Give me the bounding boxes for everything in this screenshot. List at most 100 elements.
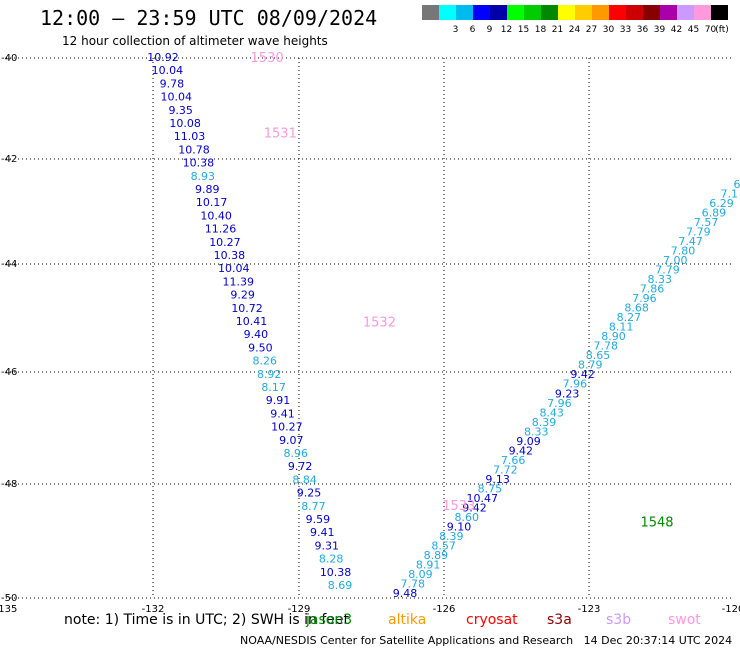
legend-tick-label: 18: [534, 25, 547, 35]
wave-height-value: 10.27: [209, 236, 241, 249]
wave-height-value: 8.39: [532, 416, 557, 429]
wave-height-value: 9.07: [279, 434, 304, 447]
wave-height-value: 10.47: [466, 492, 498, 505]
legend-swatch: [456, 5, 473, 20]
legend-swatch: [541, 5, 558, 20]
wave-height-value: 8.17: [261, 381, 286, 394]
wave-height-value: 8.75: [478, 482, 503, 495]
legend-tick-label: 30: [602, 25, 615, 35]
wave-height-value: 8.57: [431, 539, 456, 552]
legend-tick-label: 36: [636, 25, 649, 35]
legend-swatch: [473, 5, 490, 20]
pass-number-label: 1531: [264, 127, 297, 142]
wave-height-value: 10.78: [178, 143, 210, 156]
legend-swatch: [592, 5, 609, 20]
legend-swatch: [507, 5, 524, 20]
legend-swatch: [558, 5, 575, 20]
latitude-tick-label: -44: [1, 259, 17, 270]
wave-height-value: 9.42: [462, 501, 487, 514]
legend-swatch: [711, 5, 728, 20]
wave-height-value: 7.86: [640, 283, 665, 296]
wave-height-value: 10.38: [320, 566, 352, 579]
wave-height-value: 8.27: [617, 311, 642, 324]
legend-tick-label: 3: [452, 25, 459, 35]
wave-height-value: 7.1: [721, 188, 739, 201]
wave-height-value: 7.78: [400, 577, 425, 590]
legend-swatch: [609, 5, 626, 20]
wave-height-value: 9.41: [310, 526, 335, 539]
mission-label-jason3: jason3: [306, 612, 353, 628]
wave-height-value: 9.41: [270, 407, 295, 420]
wave-height-value: 8.33: [524, 425, 549, 438]
wave-height-value: 7.96: [632, 292, 657, 305]
wave-height-value: 8.93: [191, 170, 216, 183]
wave-height-value: 7.78: [593, 340, 618, 353]
satellite-tracks: 10.9210.049.7810.049.3510.0811.0310.7810…: [147, 51, 740, 600]
wave-height-value: 8.60: [455, 511, 480, 524]
wave-height-value: 10.04: [218, 262, 250, 275]
wave-height-value: 9.40: [244, 328, 269, 341]
wave-height-value: 9.72: [288, 460, 313, 473]
page-title: 12:00 — 23:59 UTC 08/09/2024: [40, 6, 378, 30]
wave-height-value: 7.79: [655, 264, 680, 277]
legend-tick-label: 42: [670, 25, 683, 35]
wave-height-value: 11.39: [222, 275, 254, 288]
legend-swatch: [694, 5, 711, 20]
legend-swatch: [490, 5, 507, 20]
wave-height-value: 8.84: [292, 473, 317, 486]
wave-height-value: 10.41: [236, 315, 268, 328]
longitude-tick-label: -126: [433, 604, 456, 615]
wave-height-value: 7.47: [678, 235, 703, 248]
wave-height-value: 9.89: [195, 183, 220, 196]
legend-swatch: [439, 5, 456, 20]
wave-height-value: 7.00: [663, 254, 688, 267]
wave-height-value: 8.96: [284, 447, 309, 460]
wave-height-value: 8.28: [319, 553, 344, 566]
wave-height-value: 9.78: [160, 77, 185, 90]
wave-height-value: 9.31: [314, 539, 339, 552]
wave-height-value: 8.26: [253, 355, 278, 368]
wave-height-value: 9.42: [509, 444, 534, 457]
legend-tick-label: 70: [704, 25, 717, 35]
legend-swatch: [422, 5, 439, 20]
longitude-tick-label: -120: [722, 604, 740, 615]
wave-height-value: 11.26: [205, 223, 237, 236]
wave-height-value: 9.50: [248, 341, 273, 354]
wave-height-value: 6.89: [702, 207, 727, 220]
wave-height-value: 8.77: [301, 500, 326, 513]
wave-height-value: 9.13: [485, 473, 510, 486]
mission-label-s3b: s3b: [606, 612, 632, 628]
legend-tick-label: 21: [551, 25, 564, 35]
wave-height-value: 11.03: [174, 130, 206, 143]
wave-height-value: 7.57: [694, 216, 719, 229]
mission-label-altika: altika: [388, 612, 427, 628]
latitude-tick-label: -40: [1, 53, 17, 64]
wave-height-value: 8.68: [624, 302, 649, 315]
wave-height-value: 9.59: [306, 513, 331, 526]
legend-tick-label: 39: [653, 25, 666, 35]
wave-height-value: 10.72: [231, 302, 263, 315]
wave-height-value: 9.10: [447, 520, 472, 533]
wave-height-value: 8.11: [609, 321, 634, 334]
wave-height-value: 10.17: [196, 196, 228, 209]
wave-height-value: 7.96: [563, 378, 588, 391]
wave-height-value: 6.29: [709, 197, 734, 210]
wave-height-value: 8.43: [539, 406, 564, 419]
wave-height-value: 9.29: [230, 289, 255, 302]
wave-height-value: 8.89: [424, 549, 449, 562]
credit-footer: NOAA/NESDIS Center for Satellite Applica…: [240, 634, 733, 647]
pass-number-label: 1532: [363, 316, 396, 331]
map-tick-labels: -135 -132 -129 -126 -123 -120 -40 -42 -44 -46 -48 -…: [0, 53, 740, 615]
legend-swatch: [660, 5, 677, 20]
wave-height-value: 7.80: [671, 245, 696, 258]
legend-tick-label: 33: [619, 25, 632, 35]
wave-height-value: 8.92: [257, 368, 282, 381]
wave-height-value: 9.35: [168, 104, 193, 117]
wave-height-value: 10.08: [169, 117, 201, 130]
wave-height-value: 8.69: [328, 579, 353, 592]
latitude-tick-label: -46: [1, 367, 17, 378]
wave-height-value: 8.09: [408, 568, 433, 581]
wave-height-value: 10.38: [214, 249, 246, 262]
mission-label-s3a: s3a: [547, 612, 572, 628]
